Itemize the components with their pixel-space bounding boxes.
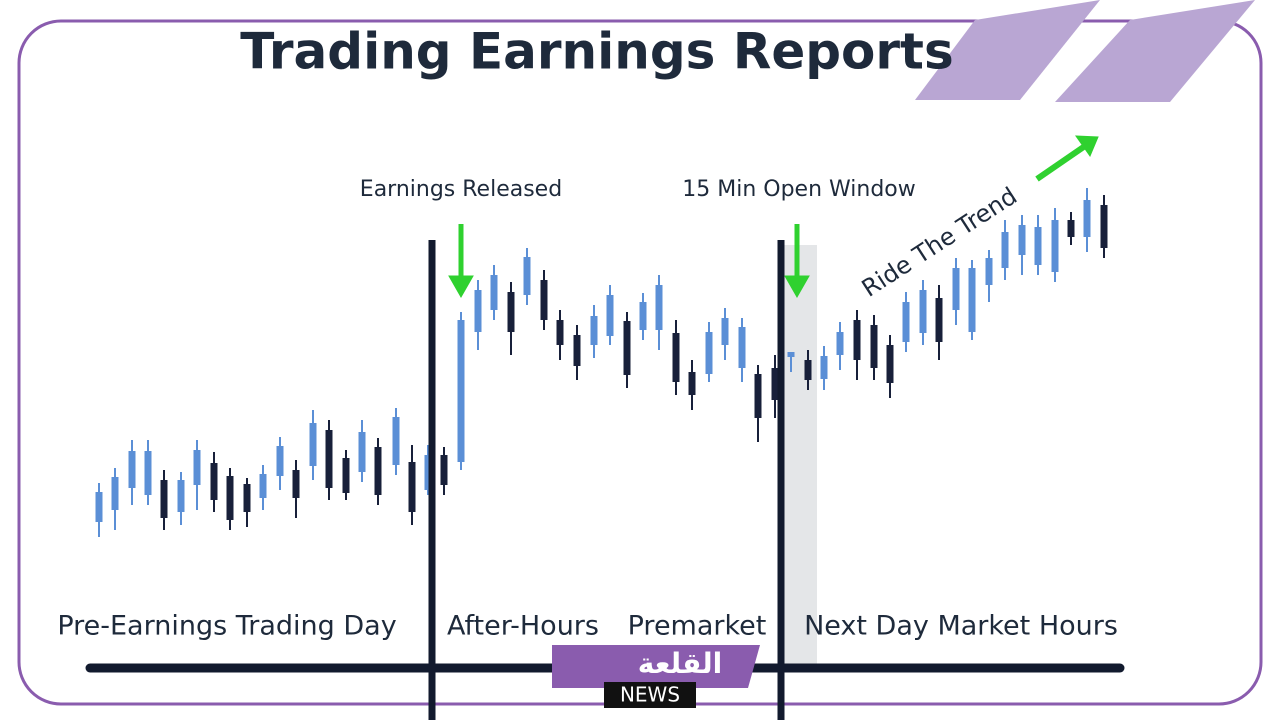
candle-body (358, 432, 366, 472)
candle-body (968, 268, 976, 332)
candle-body (392, 417, 400, 465)
candles (95, 188, 1108, 537)
decor-stripe (1055, 0, 1255, 102)
annotation: Earnings Released (360, 177, 562, 202)
candle-body (870, 325, 878, 368)
arrow-head (448, 275, 474, 299)
candle-body (111, 477, 119, 510)
watermark: القلعة NEWS (552, 645, 760, 708)
candle-body (590, 316, 598, 345)
candle-body (490, 275, 498, 310)
watermark-brand: القلعة (638, 647, 722, 680)
candle-body (787, 352, 795, 357)
title: Trading Earnings Reports (240, 23, 953, 81)
candle-body (128, 451, 136, 488)
candle-body (309, 423, 317, 466)
candle-body (210, 463, 218, 500)
watermark-box (552, 645, 760, 688)
section-label: Pre-Earnings Trading Day (57, 611, 396, 642)
candle-body (705, 332, 713, 374)
candle-body (95, 492, 103, 522)
arrow-head (784, 275, 810, 299)
candle-body (771, 368, 779, 400)
candle-body (573, 335, 581, 366)
candle-body (193, 450, 201, 485)
watermark-news: NEWS (620, 683, 680, 707)
section-label: After-Hours (447, 611, 599, 642)
arrows (448, 135, 1099, 299)
candle-body (440, 455, 448, 485)
candle-body (985, 258, 993, 285)
candle-body (523, 257, 531, 295)
candle-body (688, 372, 696, 395)
candle-body (1034, 227, 1042, 265)
watermark-news-box (604, 682, 696, 708)
candle-body (672, 333, 680, 382)
candle-body (408, 462, 416, 512)
candle-body (144, 451, 152, 495)
annotation: 15 Min Open Window (682, 177, 916, 202)
candle-body (886, 345, 894, 383)
candle-body (1067, 220, 1075, 237)
candle-body (655, 285, 663, 330)
candle-body (1001, 232, 1009, 268)
candle-body (374, 447, 382, 495)
candle-body (836, 332, 844, 355)
candle-body (804, 360, 812, 380)
candle-body (1018, 225, 1026, 255)
section-label: Next Day Market Hours (804, 611, 1118, 642)
candle-body (226, 476, 234, 520)
candle-body (342, 458, 350, 493)
candle-body (276, 446, 284, 476)
candle-body (919, 290, 927, 333)
candle-body (160, 480, 168, 518)
open-window-band (783, 245, 817, 665)
candle-body (474, 290, 482, 332)
candle-body (738, 327, 746, 368)
candle-body (457, 320, 465, 462)
decor-stripe (915, 0, 1100, 100)
candle-body (639, 302, 647, 330)
candle-body (721, 318, 729, 345)
candle-body (623, 321, 631, 375)
candle-body (853, 320, 861, 360)
candle-body (1100, 205, 1108, 248)
candle-body (556, 320, 564, 345)
candle-body (243, 484, 251, 512)
candle-body (507, 292, 515, 332)
candle-body (952, 268, 960, 310)
candle-body (754, 374, 762, 418)
section-label: Premarket (628, 611, 767, 642)
arrow (1035, 143, 1087, 182)
candle-body (325, 430, 333, 488)
candle-body (902, 302, 910, 342)
candle-body (935, 298, 943, 342)
candle-body (1083, 200, 1091, 237)
candle-body (292, 470, 300, 498)
candle-body (820, 356, 828, 379)
candle-body (177, 480, 185, 512)
candle-body (606, 295, 614, 336)
candle-body (259, 474, 267, 498)
frame (17, 19, 1263, 706)
candle-body (1051, 220, 1059, 272)
candle-body (424, 455, 432, 490)
candle-body (540, 280, 548, 320)
arrow-head (1075, 135, 1099, 158)
